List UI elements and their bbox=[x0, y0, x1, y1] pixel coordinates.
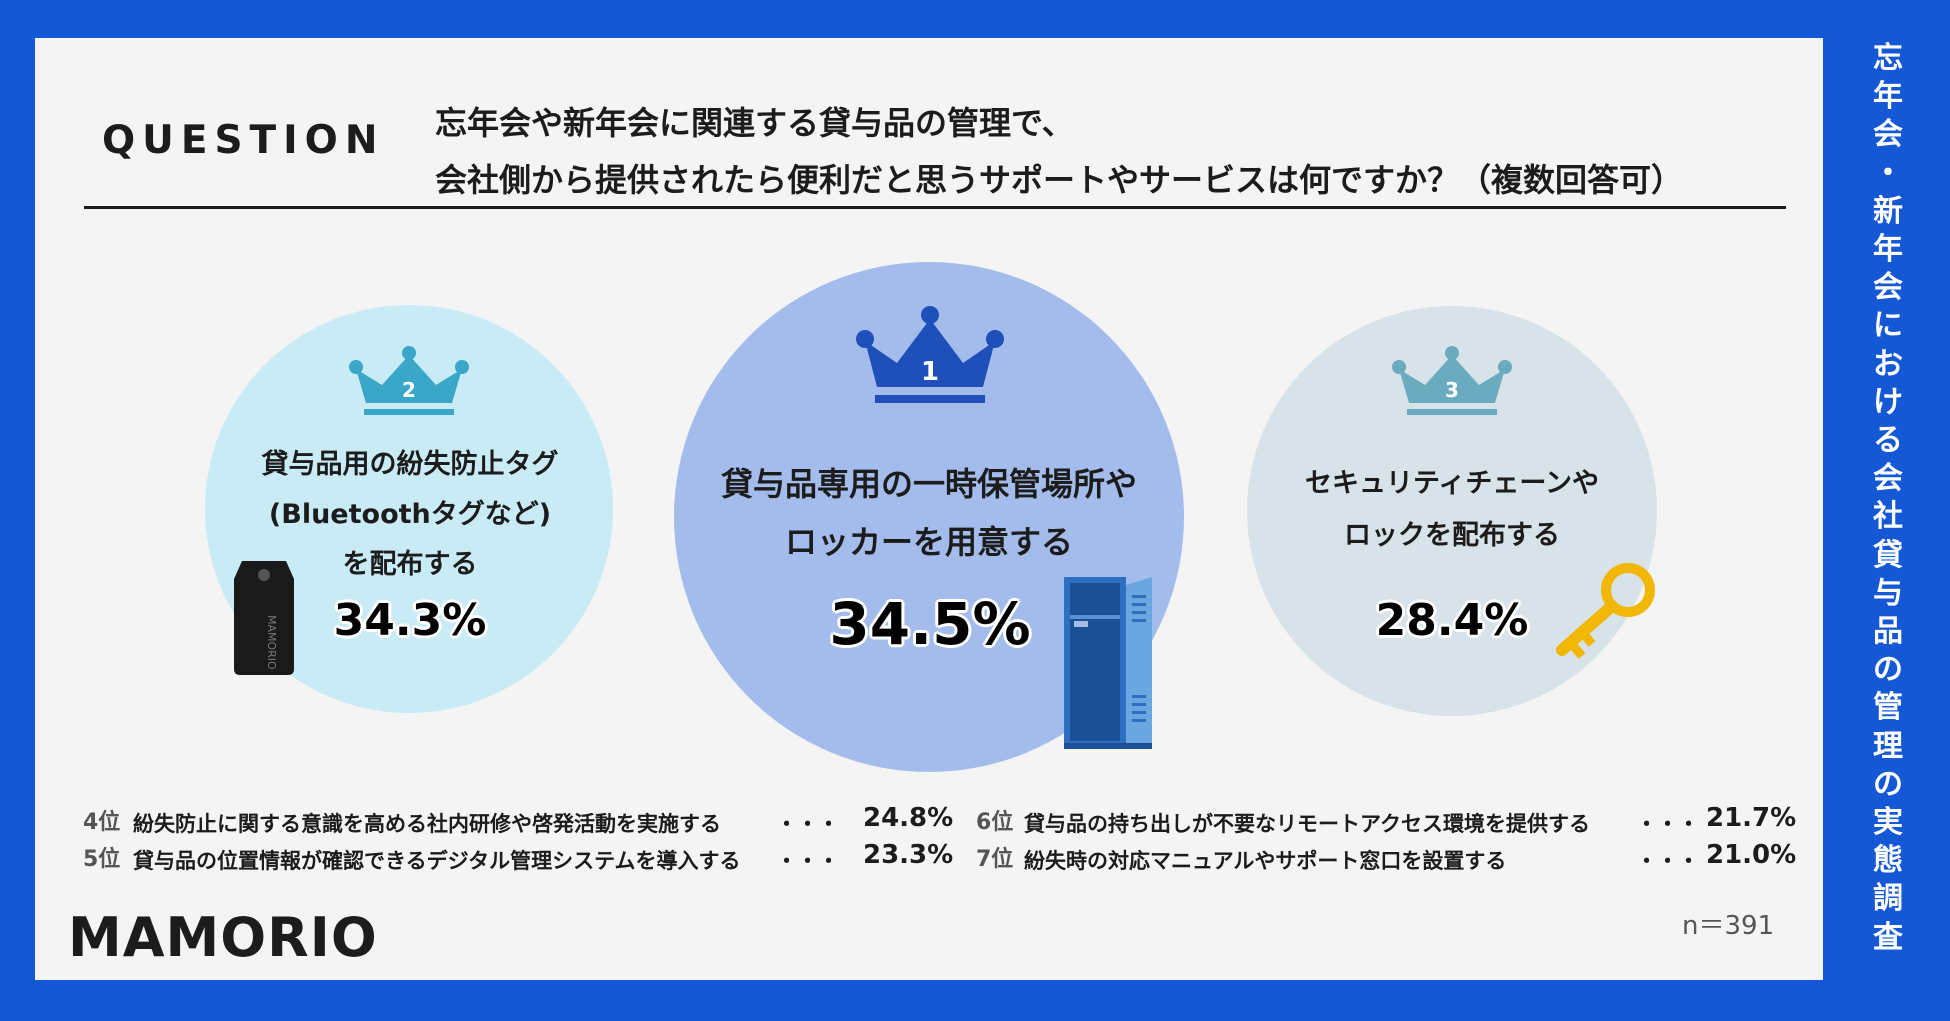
rank-4-label: 紛失防止に関する意識を高める社内研修や啓発活動を実施する bbox=[133, 812, 721, 836]
bluetooth-tag-icon: MAMORIO bbox=[234, 561, 294, 675]
mamorio-logo: MAMORIO bbox=[68, 906, 378, 969]
rank-7-label: 紛失時の対応マニュアルやサポート窓口を設置する bbox=[1024, 849, 1507, 873]
question-label: QUESTION bbox=[102, 118, 385, 163]
rank-4-dots: ・・・ bbox=[776, 812, 839, 836]
rank-1-value: 34.5% bbox=[829, 590, 1031, 658]
question-line-2: 会社側から提供されたら便利だと思うサポートやサービスは何ですか？（複数回答可） bbox=[435, 161, 1684, 199]
crown-2-rank: 2 bbox=[402, 378, 416, 402]
locker-icon bbox=[1064, 577, 1152, 749]
rank-6-number: 6位 bbox=[976, 810, 1014, 835]
crown-3-rank: 3 bbox=[1445, 378, 1459, 402]
crown-2-icon: 2 bbox=[349, 346, 469, 415]
side-title: 忘年会・新年会における会社貸与品の管理の実態調査 bbox=[1873, 41, 1903, 955]
header-rule bbox=[84, 206, 1786, 209]
rank-7-dots: ・・・ bbox=[1636, 849, 1699, 873]
rank-6-dots: ・・・ bbox=[1636, 812, 1699, 836]
rank-2-value: 34.3% bbox=[333, 595, 487, 646]
rank-7-value: 21.0% bbox=[1706, 840, 1797, 870]
crown-1-rank: 1 bbox=[921, 357, 939, 387]
rank-2-label-line: を配布する bbox=[342, 549, 478, 580]
rank-4-number: 4位 bbox=[83, 810, 121, 835]
rank-5-value: 23.3% bbox=[863, 840, 954, 870]
rank-5-label: 貸与品の位置情報が確認できるデジタル管理システムを導入する bbox=[133, 849, 741, 873]
rank-1-label: 貸与品専用の一時保管場所や ロッカーを用意する bbox=[684, 455, 1174, 571]
rank-5-dots: ・・・ bbox=[776, 849, 839, 873]
rank-2-label: 貸与品用の紛失防止タグ (Bluetoothタグなど) を配布する bbox=[225, 440, 595, 590]
rank-6-value: 21.7% bbox=[1706, 803, 1797, 833]
rank-6-label: 貸与品の持ち出しが不要なリモートアクセス環境を提供する bbox=[1024, 812, 1590, 836]
rank-1-label-line: 貸与品専用の一時保管場所や bbox=[720, 465, 1137, 503]
rank-3-value: 28.4% bbox=[1375, 595, 1529, 646]
crown-3-icon: 3 bbox=[1392, 346, 1512, 415]
rank-3-label: セキュリティチェーンや ロックを配布する bbox=[1262, 458, 1642, 562]
rank-1-label-line: ロッカーを用意する bbox=[784, 523, 1073, 561]
tag-text: MAMORIO bbox=[265, 615, 278, 670]
rank-2-label-line: 貸与品用の紛失防止タグ bbox=[261, 449, 559, 480]
rank-2-label-line: (Bluetoothタグなど) bbox=[268, 499, 552, 530]
crown-1-icon: 1 bbox=[856, 306, 1004, 403]
rank-5-number: 5位 bbox=[83, 847, 121, 872]
rank-3-label-line: セキュリティチェーンや bbox=[1304, 468, 1600, 499]
question-line-1: 忘年会や新年会に関連する貸与品の管理で、 bbox=[435, 104, 1074, 142]
rank-7-number: 7位 bbox=[976, 847, 1014, 872]
sample-size: n＝391 bbox=[1682, 911, 1775, 941]
rank-4-value: 24.8% bbox=[863, 803, 954, 833]
rank-3-label-line: ロックを配布する bbox=[1344, 520, 1560, 551]
key-icon bbox=[1556, 563, 1655, 659]
